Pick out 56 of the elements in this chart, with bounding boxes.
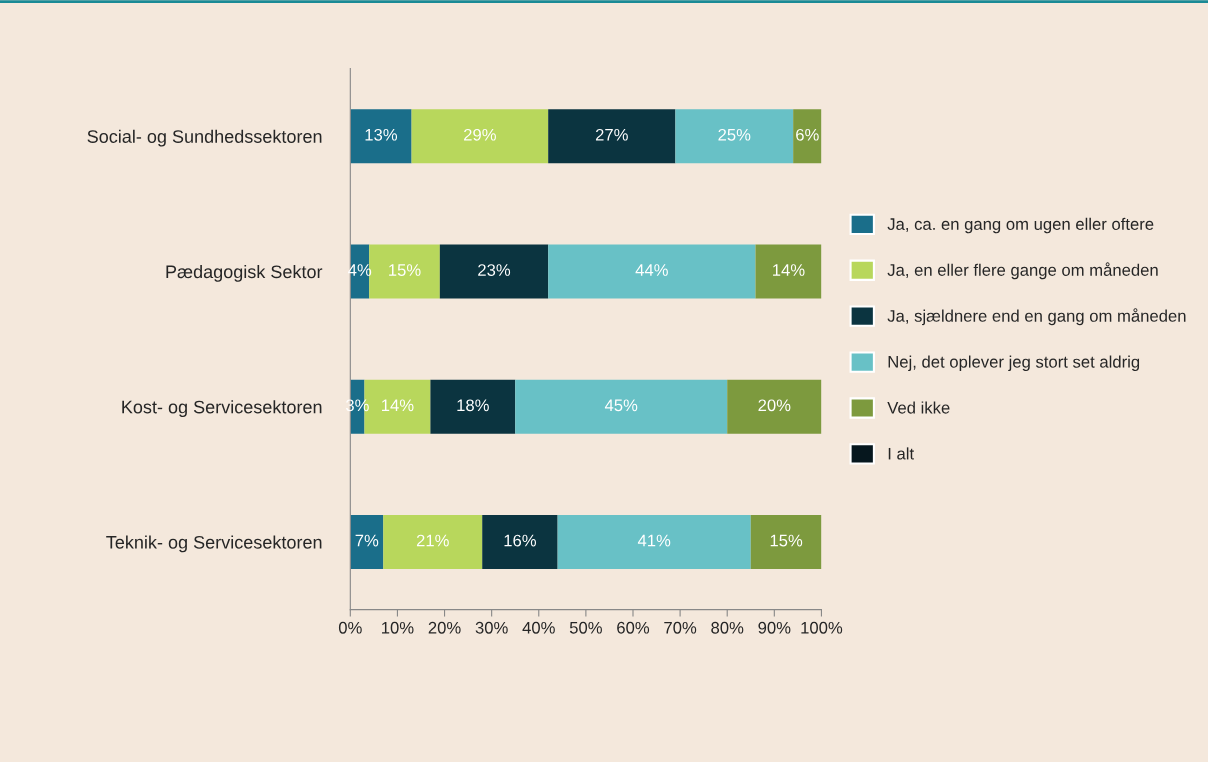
- bar: [350, 109, 412, 164]
- bar: [755, 244, 822, 299]
- data-label: 29%: [464, 128, 496, 141]
- bar: [548, 244, 756, 299]
- data-label: 21%: [416, 534, 449, 547]
- bar: [727, 379, 822, 434]
- x-tick-label: 50%: [569, 621, 602, 634]
- x-tick-label: 0%: [338, 621, 362, 634]
- bar: [350, 514, 384, 570]
- x-tick-label: 70%: [664, 621, 697, 634]
- data-label: 44%: [635, 264, 668, 276]
- bar: [439, 244, 549, 299]
- legend-label: Ja, en eller flere gange om måneden: [887, 262, 1158, 280]
- legend-label: Ja, ca. en gang om ugen eller oftere: [887, 217, 1154, 234]
- data-label: 23%: [478, 264, 511, 276]
- bar: [482, 514, 558, 570]
- legend-label: Ved ikke: [887, 401, 950, 414]
- x-tick-label: 10%: [382, 621, 414, 634]
- bar: [557, 514, 751, 570]
- legend-label: Nej, det oplever jeg stort set aldrig: [888, 355, 1140, 372]
- bar: [383, 514, 483, 570]
- data-label: 7%: [355, 534, 379, 547]
- data-label: 25%: [718, 128, 751, 141]
- data-label: 45%: [604, 399, 638, 412]
- legend-label: Ja, sjældnere end en gang om måneden: [887, 308, 1186, 326]
- bar: [411, 109, 549, 164]
- data-label: 15%: [389, 264, 421, 276]
- x-tick-label: 20%: [428, 621, 461, 634]
- data-label: 18%: [457, 399, 489, 412]
- data-label: 13%: [365, 128, 398, 141]
- data-label: 16%: [504, 534, 537, 547]
- data-label: 14%: [382, 399, 414, 412]
- data-label: 41%: [637, 534, 671, 547]
- bar: [750, 514, 822, 570]
- x-tick-label: 100%: [801, 621, 843, 634]
- data-label: 27%: [595, 128, 628, 141]
- bar: [369, 244, 440, 299]
- x-tick-label: 90%: [758, 621, 791, 634]
- data-label: 14%: [773, 264, 805, 276]
- bar: [515, 379, 728, 434]
- bar: [675, 109, 794, 164]
- bar: [548, 109, 676, 164]
- data-label: 15%: [770, 534, 803, 547]
- bar: [430, 379, 516, 434]
- legend-label: I alt: [888, 447, 914, 460]
- x-tick-label: 30%: [475, 621, 508, 634]
- x-tick-label: 60%: [617, 621, 650, 634]
- x-tick-label: 80%: [711, 621, 744, 634]
- y-tick-label: Social- og Sundhedssektoren: [87, 129, 322, 147]
- y-tick-label: Teknik- og Servicesektoren: [106, 535, 322, 553]
- y-tick-label: Pædagogisk Sektor: [166, 264, 323, 282]
- x-tick-label: 40%: [522, 621, 555, 634]
- bar: [793, 109, 822, 164]
- data-label: 20%: [758, 399, 791, 412]
- data-label: 6%: [796, 128, 819, 141]
- y-tick-label: Kost- og Servicesektoren: [122, 400, 322, 418]
